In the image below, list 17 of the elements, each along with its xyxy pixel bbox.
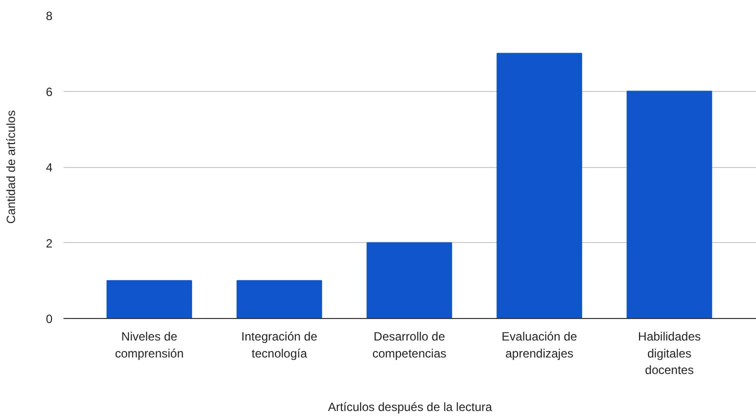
- y-tick-label: 8: [46, 9, 53, 23]
- y-tick-label: 4: [46, 160, 53, 174]
- x-tick-label: Habilidades digitales docentes: [638, 330, 701, 378]
- x-tick-label: Niveles de comprensión: [114, 330, 184, 360]
- bar: [366, 242, 452, 318]
- y-tick-label: 6: [46, 84, 53, 99]
- x-axis-title: Artículos después de la lectura: [328, 400, 492, 414]
- x-tick-label: Evaluación de aprendizajes: [502, 330, 578, 360]
- bar: [626, 90, 712, 318]
- y-tick-label: 0: [46, 312, 53, 326]
- bar: [496, 52, 582, 318]
- y-axis-title: Cantidad de artículos: [4, 110, 18, 224]
- x-tick-label: Integración de tecnología: [241, 330, 318, 360]
- y-tick-label: 2: [46, 236, 53, 250]
- x-tick-label: Desarrollo de competencias: [372, 330, 446, 360]
- bar: [106, 280, 192, 318]
- bar: [236, 280, 322, 318]
